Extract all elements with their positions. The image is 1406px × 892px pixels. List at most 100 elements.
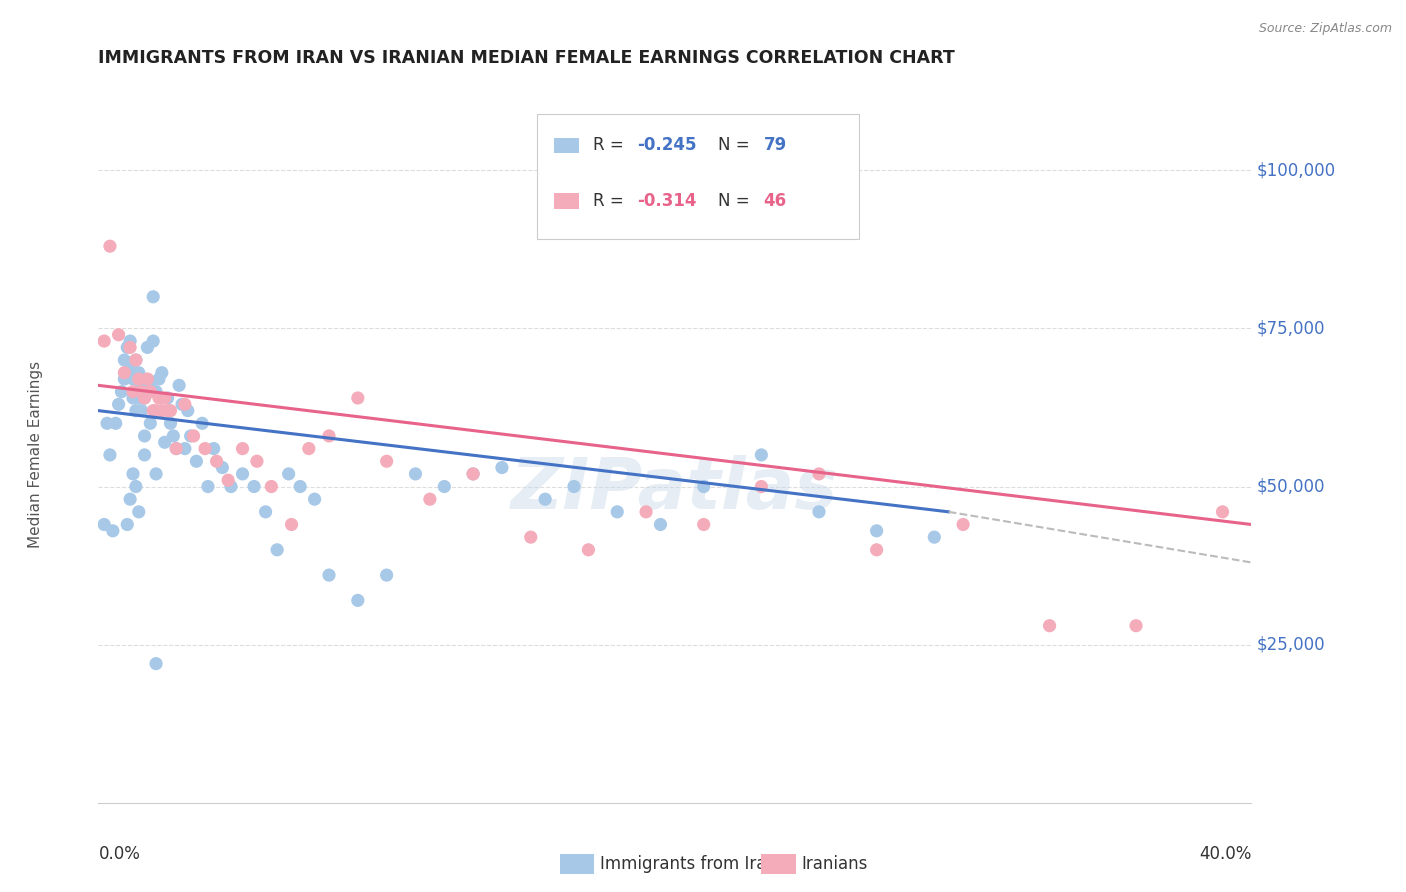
Point bbox=[117, 340, 138, 354]
Point bbox=[142, 290, 165, 304]
Bar bbox=[554, 137, 579, 153]
Point bbox=[1038, 618, 1062, 632]
Text: Immigrants from Iran: Immigrants from Iran bbox=[600, 855, 778, 873]
Point bbox=[134, 391, 156, 405]
Point bbox=[139, 384, 162, 399]
Point bbox=[1212, 505, 1234, 519]
Point bbox=[96, 417, 118, 431]
Point bbox=[120, 359, 142, 374]
Point bbox=[266, 542, 288, 557]
Point bbox=[112, 366, 135, 380]
Point bbox=[145, 657, 167, 671]
Point bbox=[128, 505, 150, 519]
Point bbox=[866, 524, 889, 538]
Point bbox=[136, 378, 159, 392]
Text: Iranians: Iranians bbox=[801, 855, 868, 873]
Point bbox=[246, 454, 269, 468]
Point bbox=[139, 378, 162, 392]
Point bbox=[807, 505, 830, 519]
Point bbox=[174, 442, 197, 456]
Text: 40.0%: 40.0% bbox=[1199, 845, 1251, 863]
Bar bbox=[762, 854, 796, 874]
Point bbox=[167, 378, 190, 392]
Point bbox=[231, 442, 254, 456]
Point bbox=[122, 372, 145, 386]
Point bbox=[148, 391, 170, 405]
Point bbox=[125, 403, 148, 417]
Point bbox=[346, 593, 368, 607]
Point bbox=[194, 442, 217, 456]
Point bbox=[433, 479, 456, 493]
Text: $75,000: $75,000 bbox=[1257, 319, 1326, 337]
Point bbox=[578, 542, 600, 557]
Point bbox=[191, 417, 214, 431]
Point bbox=[807, 467, 830, 481]
Point bbox=[128, 372, 150, 386]
Point bbox=[93, 517, 115, 532]
Point bbox=[150, 366, 173, 380]
Point bbox=[693, 479, 716, 493]
Point bbox=[183, 429, 205, 443]
Point bbox=[186, 454, 208, 468]
Point bbox=[217, 473, 239, 487]
Text: N =: N = bbox=[717, 136, 755, 154]
Point bbox=[491, 460, 513, 475]
Point bbox=[159, 417, 181, 431]
Point bbox=[112, 353, 135, 368]
Point bbox=[866, 542, 889, 557]
Point bbox=[693, 517, 716, 532]
Point bbox=[243, 479, 266, 493]
Point bbox=[177, 403, 200, 417]
Point bbox=[93, 334, 115, 348]
Point bbox=[136, 372, 159, 386]
Text: $100,000: $100,000 bbox=[1257, 161, 1336, 179]
Point bbox=[145, 384, 167, 399]
Point bbox=[104, 417, 127, 431]
Point bbox=[125, 479, 148, 493]
Point bbox=[202, 442, 225, 456]
Point bbox=[136, 340, 159, 354]
Point bbox=[110, 384, 132, 399]
Point bbox=[304, 492, 326, 507]
Text: 0.0%: 0.0% bbox=[98, 845, 141, 863]
Point bbox=[205, 454, 228, 468]
Point bbox=[122, 391, 145, 405]
Point bbox=[606, 505, 628, 519]
Point bbox=[290, 479, 312, 493]
Point bbox=[134, 448, 156, 462]
Point bbox=[219, 479, 242, 493]
Point bbox=[170, 397, 193, 411]
Text: -0.245: -0.245 bbox=[637, 136, 696, 154]
Point bbox=[197, 479, 219, 493]
Point bbox=[156, 391, 179, 405]
Point bbox=[98, 448, 121, 462]
Text: $50,000: $50,000 bbox=[1257, 477, 1326, 496]
Point bbox=[650, 517, 672, 532]
Point bbox=[122, 384, 145, 399]
Point bbox=[153, 391, 176, 405]
Point bbox=[131, 378, 153, 392]
Point bbox=[375, 568, 398, 582]
Point bbox=[107, 397, 129, 411]
Point bbox=[318, 568, 340, 582]
Point bbox=[122, 467, 145, 481]
Point bbox=[107, 327, 129, 342]
Point bbox=[131, 384, 153, 399]
Point bbox=[174, 397, 197, 411]
Point bbox=[131, 403, 153, 417]
Point bbox=[150, 403, 173, 417]
FancyBboxPatch shape bbox=[537, 114, 859, 239]
Point bbox=[211, 460, 233, 475]
Point bbox=[1125, 618, 1147, 632]
Point bbox=[120, 334, 142, 348]
Point bbox=[128, 391, 150, 405]
Text: Median Female Earnings: Median Female Earnings bbox=[28, 361, 42, 549]
Point bbox=[298, 442, 321, 456]
Point bbox=[520, 530, 543, 544]
Bar bbox=[554, 194, 579, 209]
Point bbox=[112, 372, 135, 386]
Point bbox=[461, 467, 484, 481]
Point bbox=[120, 492, 142, 507]
Point bbox=[134, 391, 156, 405]
Text: N =: N = bbox=[717, 192, 755, 210]
